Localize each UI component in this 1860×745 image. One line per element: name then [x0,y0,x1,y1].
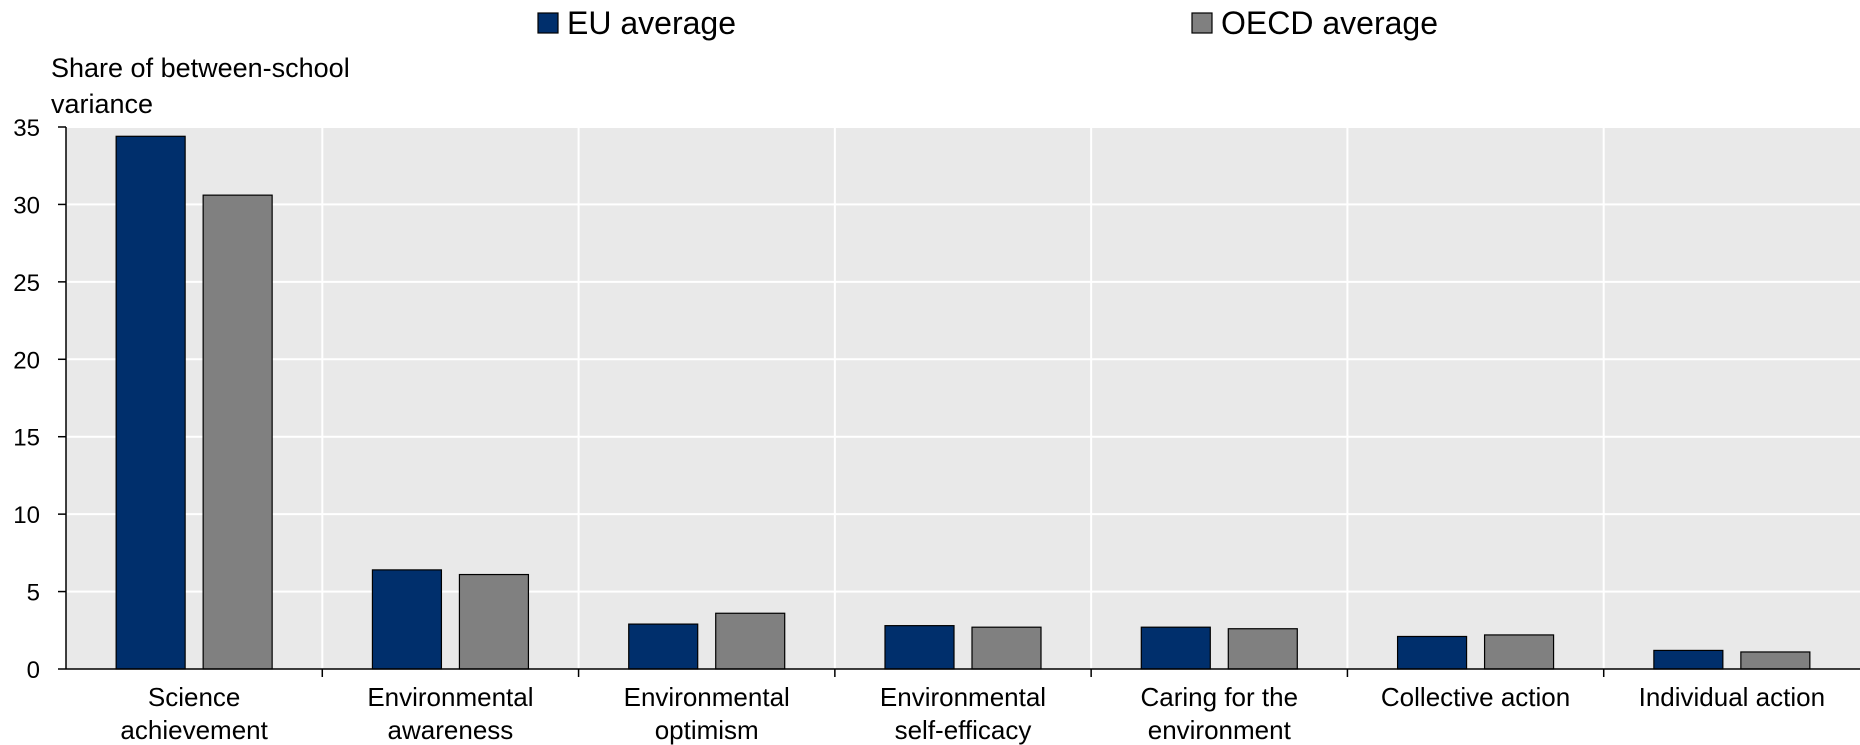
y-tick-label-25: 25 [13,270,40,297]
bar-oecd-average-environmental-self-efficacy [971,626,1042,670]
bar-oecd-average-science-achievement [202,194,273,670]
category-label-environmental-self-efficacy: Environmental self-efficacy [880,682,1046,745]
y-tick-label-30: 30 [13,192,40,219]
y-tick-label-35: 35 [13,115,40,142]
bars [115,135,1811,670]
category-label-environmental-awareness: Environmental awareness [367,682,533,745]
legend-swatch-oecd-average [1191,12,1213,34]
category-labels: Science achievement Environmental awareness… [120,682,1825,745]
y-tick-label-15: 15 [13,425,40,452]
category-label-individual-action: Individual action [1639,682,1825,712]
bar-eu-average-collective-action [1396,635,1468,670]
bar-oecd-average-caring-for-the-environment [1227,628,1298,670]
bar-eu-average-science-achievement [115,135,186,670]
y-tick-label-5: 5 [27,580,40,607]
category-label-science-achievement: Science achievement [120,682,268,745]
bar-eu-average-individual-action [1653,649,1724,670]
y-tick-label-20: 20 [13,347,40,374]
category-label-environmental-optimism: Environmental optimism [624,682,790,745]
category-label-caring-for-the-environment: Caring for the environment [1141,682,1299,745]
bar-oecd-average-individual-action [1740,651,1811,670]
y-tick-label-0: 0 [27,657,40,684]
category-label-collective-action: Collective action [1381,682,1570,712]
y-axis-label-line-2: variance [51,89,153,119]
y-axis-label: Share of between-school variance [51,53,357,119]
bar-eu-average-environmental-self-efficacy [884,625,955,670]
gridlines [66,126,1860,669]
legend-label-eu-average: EU average [567,5,736,41]
legend-label-oecd-average: OECD average [1221,5,1438,41]
y-axis-label-line-1: Share of between-school [51,53,350,83]
bar-oecd-average-environmental-awareness [458,573,530,670]
plot-area [66,127,1860,669]
bar-oecd-average-environmental-optimism [715,612,786,670]
chart-legend: EU average OECD average [537,5,1438,41]
bar-eu-average-environmental-awareness [371,569,443,670]
y-tick-label-10: 10 [13,502,40,529]
bar-eu-average-caring-for-the-environment [1140,626,1211,670]
bar-eu-average-environmental-optimism [628,623,699,670]
axes [65,127,1860,677]
legend-swatch-eu-average [537,12,559,34]
y-axis-ticks: 0 5 10 15 20 25 30 35 [13,115,66,684]
bar-oecd-average-collective-action [1483,634,1555,670]
